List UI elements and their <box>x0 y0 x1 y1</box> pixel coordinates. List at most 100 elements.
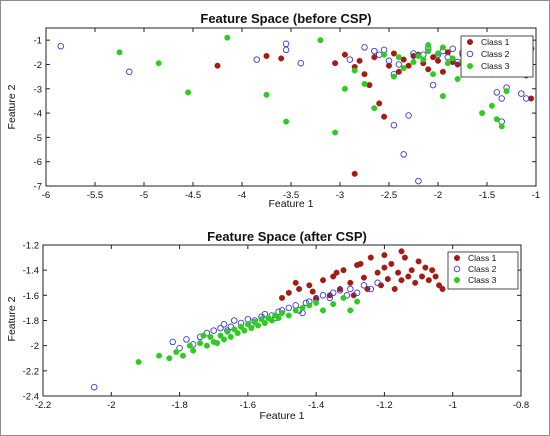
point-class-2 <box>374 279 381 287</box>
point-class-3 <box>255 322 262 329</box>
point-class-1 <box>332 60 339 67</box>
y-tick-label: -2 <box>34 60 42 71</box>
point-class-1 <box>415 258 422 265</box>
point-class-2 <box>493 89 501 96</box>
point-class-1 <box>360 274 367 281</box>
y-axis-label: Feature 2 <box>6 296 18 341</box>
point-class-1 <box>429 267 436 274</box>
x-axis-label: Feature 1 <box>260 410 305 422</box>
point-class-1 <box>292 279 299 286</box>
y-tick-label: -1.4 <box>23 266 39 277</box>
point-class-3 <box>351 67 358 74</box>
point-class-3 <box>135 359 142 366</box>
point-class-3 <box>317 37 324 44</box>
point-class-3 <box>498 123 505 130</box>
point-class-1 <box>351 170 358 177</box>
point-class-3 <box>449 55 456 62</box>
x-tick-label: -5 <box>140 190 148 201</box>
point-class-3 <box>263 91 270 98</box>
y-tick-label: -1.6 <box>23 291 39 302</box>
point-class-1 <box>381 252 388 259</box>
y-tick-label: -2.2 <box>23 366 39 377</box>
point-class-3 <box>186 342 193 349</box>
point-class-1 <box>412 279 419 286</box>
point-class-1 <box>384 276 391 283</box>
point-class-2 <box>449 45 456 52</box>
point-class-3 <box>493 116 500 123</box>
point-class-3 <box>248 325 255 332</box>
point-class-2 <box>347 285 354 293</box>
point-class-3 <box>200 332 207 339</box>
point-class-1 <box>528 95 535 102</box>
x-tick-label: -1.2 <box>376 400 392 411</box>
point-class-3 <box>279 310 286 317</box>
point-class-2 <box>400 151 407 158</box>
point-class-3 <box>190 347 197 354</box>
point-class-1 <box>388 260 395 267</box>
point-class-3 <box>234 330 241 337</box>
legend-label: Class 1 <box>481 37 510 47</box>
point-class-1 <box>366 82 373 89</box>
chart-after-csp: Feature Space (after CSP) -2.2 -2 -1.8 -1.6… <box>6 229 529 422</box>
x-tick-label: -1.4 <box>308 400 324 411</box>
point-class-1 <box>400 56 407 63</box>
point-class-1 <box>408 267 415 274</box>
point-class-3 <box>371 105 378 112</box>
point-class-1 <box>367 254 374 261</box>
point-class-2 <box>429 81 437 89</box>
point-class-3 <box>155 60 162 67</box>
point-class-2 <box>518 90 525 97</box>
point-class-3 <box>439 93 446 100</box>
point-class-1 <box>371 54 378 61</box>
legend-label: Class 3 <box>468 275 497 285</box>
legend-label: Class 2 <box>481 49 510 59</box>
x-tick-label: -2.5 <box>381 190 397 201</box>
point-class-2 <box>57 42 64 50</box>
point-class-1 <box>347 279 354 286</box>
y-axis-ticks: -2.4 -2.2 -2 -1.8 -1.6 -1.4 -1.2 <box>23 241 521 403</box>
point-class-2 <box>244 315 252 323</box>
point-class-2 <box>367 285 375 293</box>
point-class-3 <box>415 53 422 60</box>
point-class-1 <box>390 50 397 57</box>
point-class-1 <box>357 260 364 267</box>
point-class-1 <box>374 269 381 276</box>
x-axis-ticks: -2.2 -2 -1.8 -1.6 -1.4 -1.2 -1 -0.8 <box>35 245 529 411</box>
point-class-1 <box>214 62 221 69</box>
point-class-3 <box>227 333 234 340</box>
point-class-2 <box>261 310 269 318</box>
chart-title: Feature Space (after CSP) <box>207 229 367 244</box>
point-class-3 <box>220 336 227 343</box>
y-tick-label: -1.8 <box>23 316 39 327</box>
point-class-1 <box>361 71 368 78</box>
legend-box <box>460 35 534 78</box>
point-class-3 <box>275 315 282 322</box>
point-class-2 <box>415 177 422 185</box>
point-class-3 <box>283 118 290 125</box>
point-class-1 <box>405 273 412 280</box>
point-class-2 <box>361 44 368 51</box>
point-class-3 <box>347 307 354 314</box>
point-class-2 <box>336 287 344 294</box>
x-axis-ticks: -6 -5.5 -5 -4.5 -4 -3.5 -3 -2.5 -2 -1.5 -1 <box>42 28 540 201</box>
point-class-2 <box>326 294 334 302</box>
point-class-2 <box>292 302 299 309</box>
y-tick-label: -1 <box>34 36 42 47</box>
point-class-3 <box>395 54 402 61</box>
point-class-1 <box>330 273 337 280</box>
x-tick-label: -1.5 <box>479 190 495 201</box>
point-class-1 <box>425 277 432 284</box>
point-class-1 <box>419 273 426 280</box>
point-class-1 <box>401 254 408 261</box>
point-class-3 <box>231 326 238 333</box>
point-class-3 <box>197 340 204 347</box>
point-class-2 <box>220 321 228 328</box>
point-class-3 <box>340 294 347 301</box>
point-class-3 <box>332 129 339 136</box>
point-class-3 <box>390 73 397 80</box>
point-class-2 <box>498 95 505 102</box>
point-class-3 <box>354 298 361 305</box>
point-class-1 <box>263 53 270 60</box>
